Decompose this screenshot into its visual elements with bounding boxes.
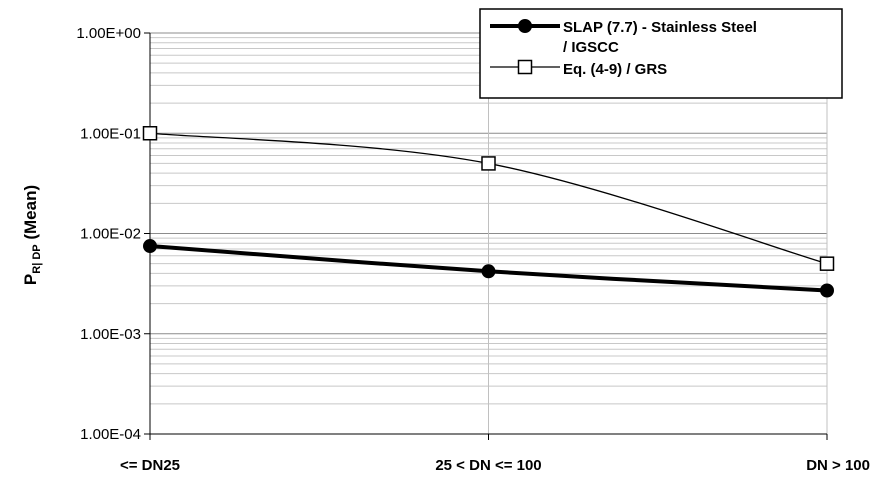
legend-label: SLAP (7.7) - Stainless Steel [563,19,757,36]
y-tick-label: 1.00E-03 [80,326,141,343]
x-category-label: 25 < DN <= 100 [435,457,541,474]
legend-marker-square [517,59,533,75]
axes [144,32,828,440]
data-point-square [142,126,158,141]
legend-label: / IGSCC [563,39,619,56]
y-tick-label: 1.00E-02 [80,226,141,243]
legend-entry-2: Eq. (4-9) / GRS [490,59,667,78]
series-2 [142,126,835,271]
data-point-square [481,156,496,171]
y-tick-label: 1.00E-04 [80,426,141,443]
y-tick-label: 1.00E-01 [80,125,141,142]
y-axis-label: PR| DP (Mean) [21,185,43,285]
data-point-square [819,256,835,271]
legend-label: Eq. (4-9) / GRS [563,61,667,78]
series-1 [143,239,834,298]
legend-marker-circle [518,19,532,33]
data-point-circle [481,264,496,279]
legend-box [479,8,843,99]
x-category-label: DN > 100 [806,457,870,474]
y-tick-labels: 1.00E+00 1.00E-01 1.00E-02 1.00E-03 1.00E-04 [76,25,141,443]
series-layer [142,126,835,298]
data-point-circle [820,283,834,298]
y-axis-label-subscript: R| DP [31,244,43,273]
legend-entry-1: SLAP (7.7) - Stainless Steel / IGSCC [490,19,757,56]
y-axis-label-suffix: (Mean) [21,185,40,245]
x-category-label: <= DN25 [120,457,180,474]
legend: SLAP (7.7) - Stainless Steel / IGSCC Eq. (… [479,8,843,99]
data-point-circle [143,239,157,254]
x-category-labels: <= DN25 25 < DN <= 100 DN > 100 [120,457,870,474]
y-tick-label: 1.00E+00 [76,25,141,42]
y-axis-label-main: P [21,274,40,285]
